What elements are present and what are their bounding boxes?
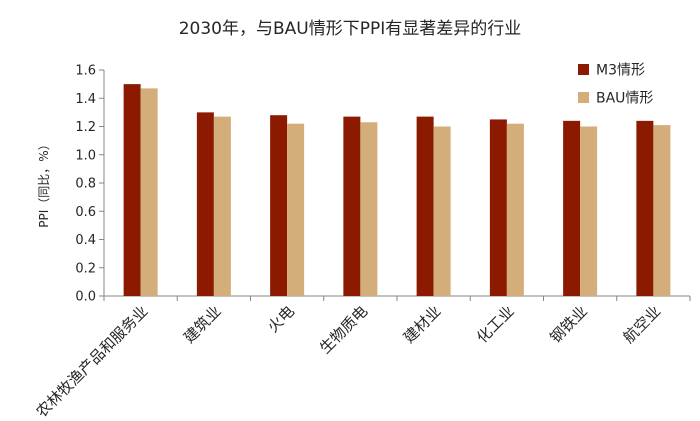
y-tick-label: 1.2	[75, 120, 96, 135]
bar-bau	[433, 126, 451, 296]
bar-bau	[360, 122, 378, 296]
y-tick-label: 1.0	[75, 148, 96, 163]
bar-bau	[653, 125, 671, 297]
bar-bau	[140, 88, 158, 296]
bar-bau	[287, 123, 305, 296]
bar-bau	[580, 126, 598, 296]
bar-m3	[636, 120, 654, 296]
legend: M3情形 BAU情形	[578, 63, 653, 107]
bar-bau	[213, 116, 231, 296]
bar-m3	[563, 120, 581, 296]
x-category-label: 航空业	[620, 302, 665, 347]
legend-label-m3: M3情形	[596, 63, 645, 79]
y-tick-label: 0.4	[75, 233, 96, 248]
y-tick-label: 1.4	[75, 92, 96, 107]
x-category-label: 生物质电	[316, 302, 371, 357]
legend-swatch-bau	[578, 92, 589, 103]
bar-bau	[506, 123, 524, 296]
bar-m3	[270, 115, 288, 296]
legend-swatch-m3	[578, 64, 589, 75]
y-tick-label: 0.0	[75, 290, 96, 305]
x-category-label: 农林牧渔产品和服务业	[33, 302, 152, 421]
bar-m3	[123, 84, 141, 296]
bar-m3	[196, 112, 214, 296]
x-category-label: 化工业	[473, 302, 518, 347]
chart-title: 2030年，与BAU情形下PPI有显著差异的行业	[178, 19, 522, 39]
x-category-label: 建材业	[400, 302, 445, 347]
y-tick-label: 0.6	[75, 205, 96, 220]
bar-m3	[343, 116, 361, 296]
legend-label-bau: BAU情形	[596, 91, 653, 107]
y-tick-label: 1.6	[75, 64, 96, 79]
y-tick-label: 0.2	[75, 261, 96, 276]
x-category-label: 钢铁业	[546, 302, 591, 347]
y-axis-label: PPI（同比，%）	[37, 138, 51, 227]
x-category-label: 火电	[264, 302, 298, 336]
y-tick-label: 0.8	[75, 177, 96, 192]
bar-m3	[416, 116, 434, 296]
bar-m3	[489, 119, 507, 296]
x-category-label: 建筑业	[180, 302, 225, 347]
